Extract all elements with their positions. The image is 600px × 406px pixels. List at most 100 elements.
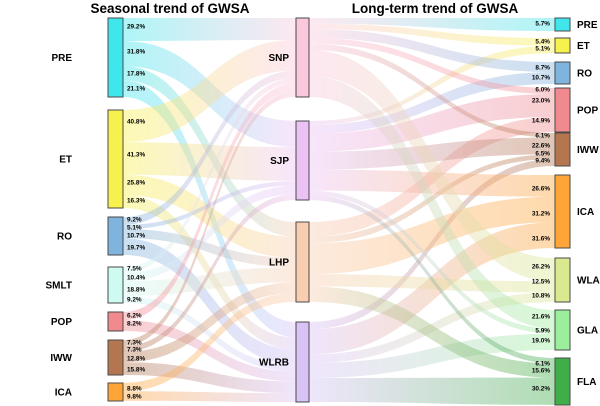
flow-label-L-IWW-M-SJP: 7.3% [127, 347, 142, 354]
flow-label-M-SNP-R-ET: 5.4% [535, 39, 550, 46]
flow-label-M-SNP-R-RO: 8.7% [535, 65, 550, 72]
node-R-ET [554, 37, 571, 54]
node-R-ICA [554, 174, 571, 249]
flow-label-M-LHP-R-ICA: 31.2% [532, 211, 550, 218]
flow-label-L-POP-M-WLRB: 8.2% [127, 321, 142, 328]
node-L-ET [107, 109, 124, 209]
flow-label-L-SMLT-M-LHP: 18.8% [127, 287, 145, 294]
node-R-RO [554, 61, 571, 85]
node-L-POP [107, 311, 124, 332]
node-label-R-RO: RO [577, 69, 592, 80]
flow-label-L-RO-M-SNP: 9.2% [127, 217, 142, 224]
node-label-R-WLA: WLA [577, 276, 600, 287]
flow-M-WLRB-R-FLA [309, 377, 555, 405]
left-chart-title: Seasonal trend of GWSA [90, 1, 250, 16]
flow-label-M-WLRB-R-GLA: 19.0% [532, 338, 550, 345]
node-L-RO [107, 216, 124, 256]
flow-label-M-SNP-R-WLA: 26.2% [532, 264, 550, 271]
flow-M-SNP-R-ET [309, 23, 555, 46]
flow-L-RO-M-LHP [123, 229, 296, 268]
flow-label-L-RO-M-WLRB: 19.7% [127, 245, 145, 252]
node-label-L-ET: ET [59, 155, 72, 166]
node-R-POP [554, 87, 571, 133]
node-R-FLA [554, 357, 571, 406]
flow-label-L-IWW-M-SNP: 7.3% [127, 340, 142, 347]
node-label-L-POP: POP [51, 317, 72, 328]
flow-label-M-SNP-R-GLA: 21.6% [532, 314, 550, 321]
flow-label-L-PRE-M-LHP: 17.8% [127, 71, 145, 78]
node-R-GLA [554, 309, 571, 351]
flow-label-L-PRE-M-SJP: 31.8% [127, 49, 145, 56]
node-M-SNP [295, 17, 310, 98]
flow-M-SJP-R-GLA [309, 190, 555, 334]
flow-M-SJP-R-POP [309, 94, 555, 152]
flow-L-IWW-M-SNP [123, 91, 296, 346]
flow-label-L-RO-M-SJP: 5.1% [127, 225, 142, 232]
flow-M-SNP-R-WLA [309, 49, 555, 282]
flow-label-M-LHP-R-POP: 14.9% [532, 118, 550, 125]
flow-label-L-RO-M-LHP: 10.7% [127, 233, 145, 240]
flow-M-SNP-R-PRE [309, 18, 555, 31]
flow-label-L-ET-M-LHP: 25.8% [127, 180, 145, 187]
flow-label-M-SJP-R-RO: 10.7% [532, 75, 550, 82]
node-label-M-LHP: LHP [269, 258, 289, 269]
flow-L-PRE-M-SNP [123, 17, 296, 42]
flow-M-SNP-R-IWW [309, 43, 555, 138]
node-label-L-IWW: IWW [50, 353, 72, 364]
node-M-LHP [295, 221, 310, 303]
flow-label-M-WLRB-R-WLA: 10.8% [532, 293, 550, 300]
flow-L-POP-M-SNP [123, 83, 296, 321]
flow-label-L-PRE-M-SNP: 29.2% [127, 24, 145, 31]
flow-label-L-SMLT-M-WLRB: 9.2% [127, 297, 142, 304]
flow-label-M-WLRB-R-IWW: 9.4% [535, 158, 550, 165]
node-L-ICA [107, 382, 124, 402]
flow-M-SJP-R-ET [309, 45, 555, 125]
flow-label-L-ET-M-SJP: 41.3% [127, 152, 145, 159]
node-R-IWW [554, 132, 571, 167]
flow-label-M-WLRB-R-FLA: 30.2% [532, 386, 550, 393]
flow-label-L-ET-M-WLRB: 16.3% [127, 198, 145, 205]
flow-label-L-IWW-M-WLRB: 15.8% [127, 367, 145, 374]
flow-L-SMLT-M-WLRB [123, 295, 296, 372]
flow-label-L-SMLT-M-SNP: 7.5% [127, 266, 142, 273]
flow-L-ICA-M-WLRB [123, 391, 296, 402]
flow-L-IWW-M-SJP [123, 193, 296, 352]
node-label-R-ICA: ICA [577, 207, 594, 218]
node-M-SJP [295, 120, 310, 201]
flow-label-M-SJP-R-GLA: 5.9% [535, 328, 550, 335]
node-label-R-POP: POP [577, 106, 598, 117]
flow-label-M-SNP-R-POP: 6.0% [535, 87, 550, 94]
flow-M-SJP-R-IWW [309, 137, 555, 170]
node-label-M-WLRB: WLRB [259, 358, 289, 369]
node-label-L-ICA: ICA [55, 388, 72, 399]
flow-label-M-SNP-R-PRE: 5.7% [535, 21, 550, 28]
flow-label-L-SMLT-M-SJP: 10.4% [127, 275, 145, 282]
flow-L-IWW-M-WLRB [123, 362, 296, 394]
flow-M-SNP-R-GLA [309, 76, 555, 329]
flow-label-M-WLRB-R-ICA: 31.6% [532, 236, 550, 243]
flow-label-M-LHP-R-IWW: 6.5% [535, 151, 550, 158]
flow-label-M-SJP-R-FLA: 6.1% [535, 361, 550, 368]
flow-M-SJP-R-FLA [309, 195, 555, 364]
node-label-L-PRE: PRE [51, 53, 72, 64]
node-label-M-SJP: SJP [270, 156, 289, 167]
node-label-R-ET: ET [577, 41, 590, 52]
flow-L-SMLT-M-SNP [123, 77, 296, 273]
flow-L-ET-M-SJP [123, 142, 296, 181]
flow-label-L-ICA-M-LHP: 8.8% [127, 386, 142, 393]
flow-L-ET-M-SNP [123, 39, 296, 143]
flow-label-L-IWW-M-LHP: 12.8% [127, 356, 145, 363]
node-label-R-PRE: PRE [577, 20, 598, 31]
flow-label-L-ET-M-SNP: 40.8% [127, 119, 145, 126]
node-L-PRE [107, 17, 124, 98]
node-label-L-SMLT: SMLT [46, 281, 72, 292]
node-label-R-IWW: IWW [577, 145, 599, 156]
flow-label-M-SJP-R-POP: 23.0% [532, 98, 550, 105]
flow-label-M-SJP-R-ICA: 26.6% [532, 186, 550, 193]
flow-L-RO-M-WLRB [123, 238, 296, 365]
node-R-PRE [554, 17, 571, 32]
node-label-L-RO: RO [57, 232, 72, 243]
node-R-WLA [554, 257, 571, 303]
flow-L-IWW-M-LHP [123, 282, 296, 363]
